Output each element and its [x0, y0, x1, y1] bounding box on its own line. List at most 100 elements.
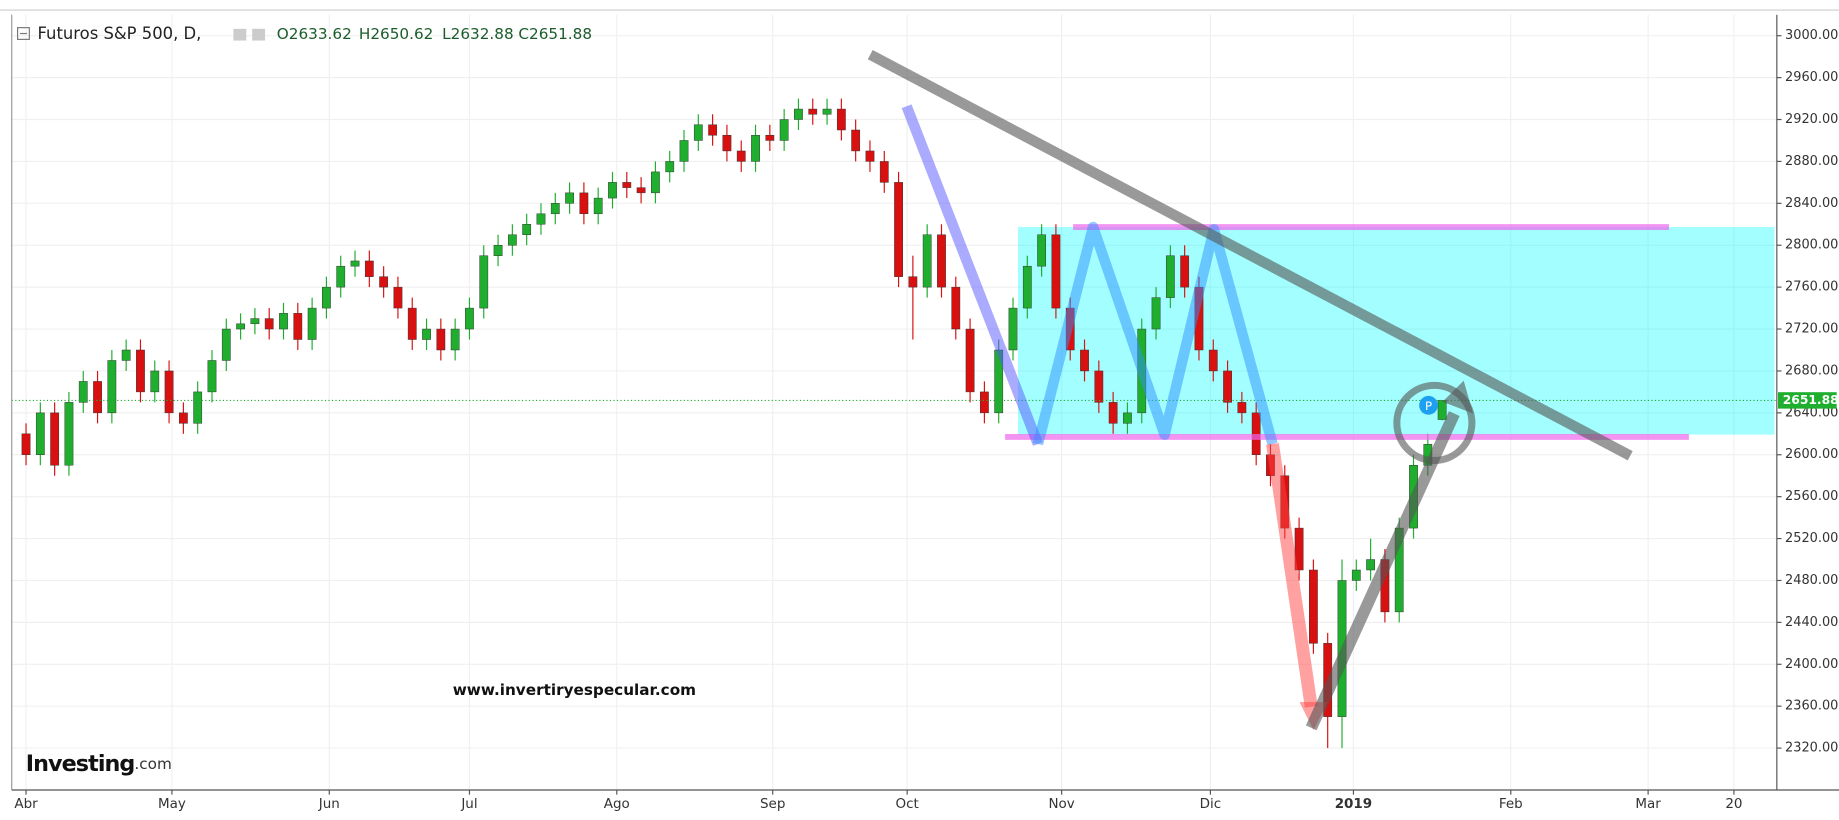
candle-body [836, 108, 846, 131]
candle-body [78, 381, 88, 403]
candle-body [779, 119, 789, 141]
candle-body [1108, 402, 1118, 424]
y-tick-label: 2800.00 [1785, 238, 1838, 253]
marker-badge [1419, 395, 1438, 415]
y-tick-label: 2440.00 [1785, 615, 1838, 630]
y-tick-label: 2360.00 [1785, 699, 1838, 714]
y-tick-label: 3000.00 [1785, 28, 1838, 43]
y-tick-label: 2600.00 [1785, 447, 1838, 462]
y-tick-label: 2560.00 [1785, 489, 1838, 504]
candle-body [894, 182, 903, 277]
candle-body [980, 391, 989, 414]
candle-body [622, 182, 632, 188]
zigzag [1032, 221, 1278, 446]
header-stat: L2632.88 [442, 25, 514, 43]
candle-body [178, 412, 188, 424]
candle-body [1208, 349, 1218, 372]
candle-body [708, 124, 718, 136]
y-tick-label: 2880.00 [1785, 154, 1838, 169]
candle-body [922, 234, 932, 288]
candle-body [21, 433, 31, 455]
candle-body [121, 349, 131, 361]
last-price-box [1778, 392, 1837, 409]
x-tick-label: Abr [14, 796, 38, 812]
candle-body [507, 234, 517, 246]
visibility-icon[interactable] [233, 28, 247, 41]
candle-body [422, 328, 431, 340]
candle-body [350, 260, 360, 267]
candle-body [107, 360, 117, 414]
candle-body [937, 234, 946, 288]
drawings: P [867, 49, 1689, 731]
candle-body [250, 318, 260, 325]
candle-body [35, 412, 45, 455]
candle-body [193, 391, 203, 424]
candle-body [164, 370, 174, 414]
candle-body [550, 203, 560, 215]
candle-body [1165, 255, 1175, 298]
y-tick-label: 2640.00 [1785, 405, 1838, 420]
candle-body [1037, 234, 1046, 267]
candle-body [293, 313, 303, 340]
candle-body [851, 129, 861, 152]
header-stat: O2633.62 [277, 25, 352, 43]
trend-line [867, 49, 1633, 461]
candle-body [1251, 412, 1261, 455]
candle-body [736, 150, 746, 162]
watermark: www.invertiryespecular.com [453, 681, 696, 699]
highlight-circle [1393, 381, 1476, 464]
axes: 2320.00 2360.00 2400.00 2440.00 2480.00 2520.… [14, 28, 1838, 812]
x-tick-label: Nov [1048, 796, 1074, 812]
settings-icon[interactable] [252, 28, 266, 41]
candle-body [1309, 569, 1318, 644]
candle-body [479, 255, 489, 309]
y-tick-label: 2720.00 [1785, 322, 1838, 337]
header-stat: C2651.88 [518, 25, 592, 43]
candle-body [322, 286, 331, 309]
candle-body [307, 307, 317, 340]
candle-body [207, 360, 217, 393]
candle-body [536, 213, 546, 225]
candle-body [264, 318, 274, 330]
x-tick-label: Sep [760, 796, 785, 812]
candle-body [822, 108, 832, 115]
source-logo: Investing.com [26, 751, 172, 777]
candle-body [364, 260, 374, 277]
candle-body [50, 412, 60, 466]
collapse-icon[interactable] [17, 27, 30, 40]
header-stats: O2633.62 H2650.62 L2632.88 C2651.88 [233, 25, 592, 43]
candle-body [336, 265, 346, 288]
candle-body [236, 323, 245, 330]
candle-body [722, 134, 732, 152]
x-tick-label: Oct [896, 796, 919, 812]
drop-leg [901, 104, 1043, 446]
candle-body [379, 276, 389, 288]
candle-body [908, 276, 918, 288]
x-tick-label: Ago [604, 796, 630, 812]
candle-body [436, 328, 446, 351]
candle-body [808, 108, 818, 115]
candle-body [593, 197, 603, 215]
candle-body [951, 286, 961, 330]
candle-body [765, 134, 775, 141]
x-tick-label: 2019 [1335, 796, 1373, 812]
y-tick-label: 2920.00 [1785, 112, 1838, 127]
candle-body [751, 134, 760, 162]
candle-body [407, 307, 417, 340]
y-tick-label: 2480.00 [1785, 573, 1838, 588]
candle-body [522, 224, 532, 235]
source-logo-main: Investing [26, 751, 135, 777]
y-tick-label: 2960.00 [1785, 70, 1838, 85]
candle-body [136, 349, 145, 393]
x-tick-label: Feb [1499, 796, 1523, 812]
y-tick-label: 2760.00 [1785, 280, 1838, 295]
candle-body [221, 328, 231, 361]
marker-badge-letter: P [1425, 399, 1432, 413]
candle-body [1151, 297, 1161, 330]
chart-title: Futuros S&P 500, D, [38, 24, 202, 43]
y-tick-label: 2400.00 [1785, 657, 1838, 672]
last-price-label: 2651.88 [1783, 393, 1839, 407]
candle-body [794, 108, 803, 120]
